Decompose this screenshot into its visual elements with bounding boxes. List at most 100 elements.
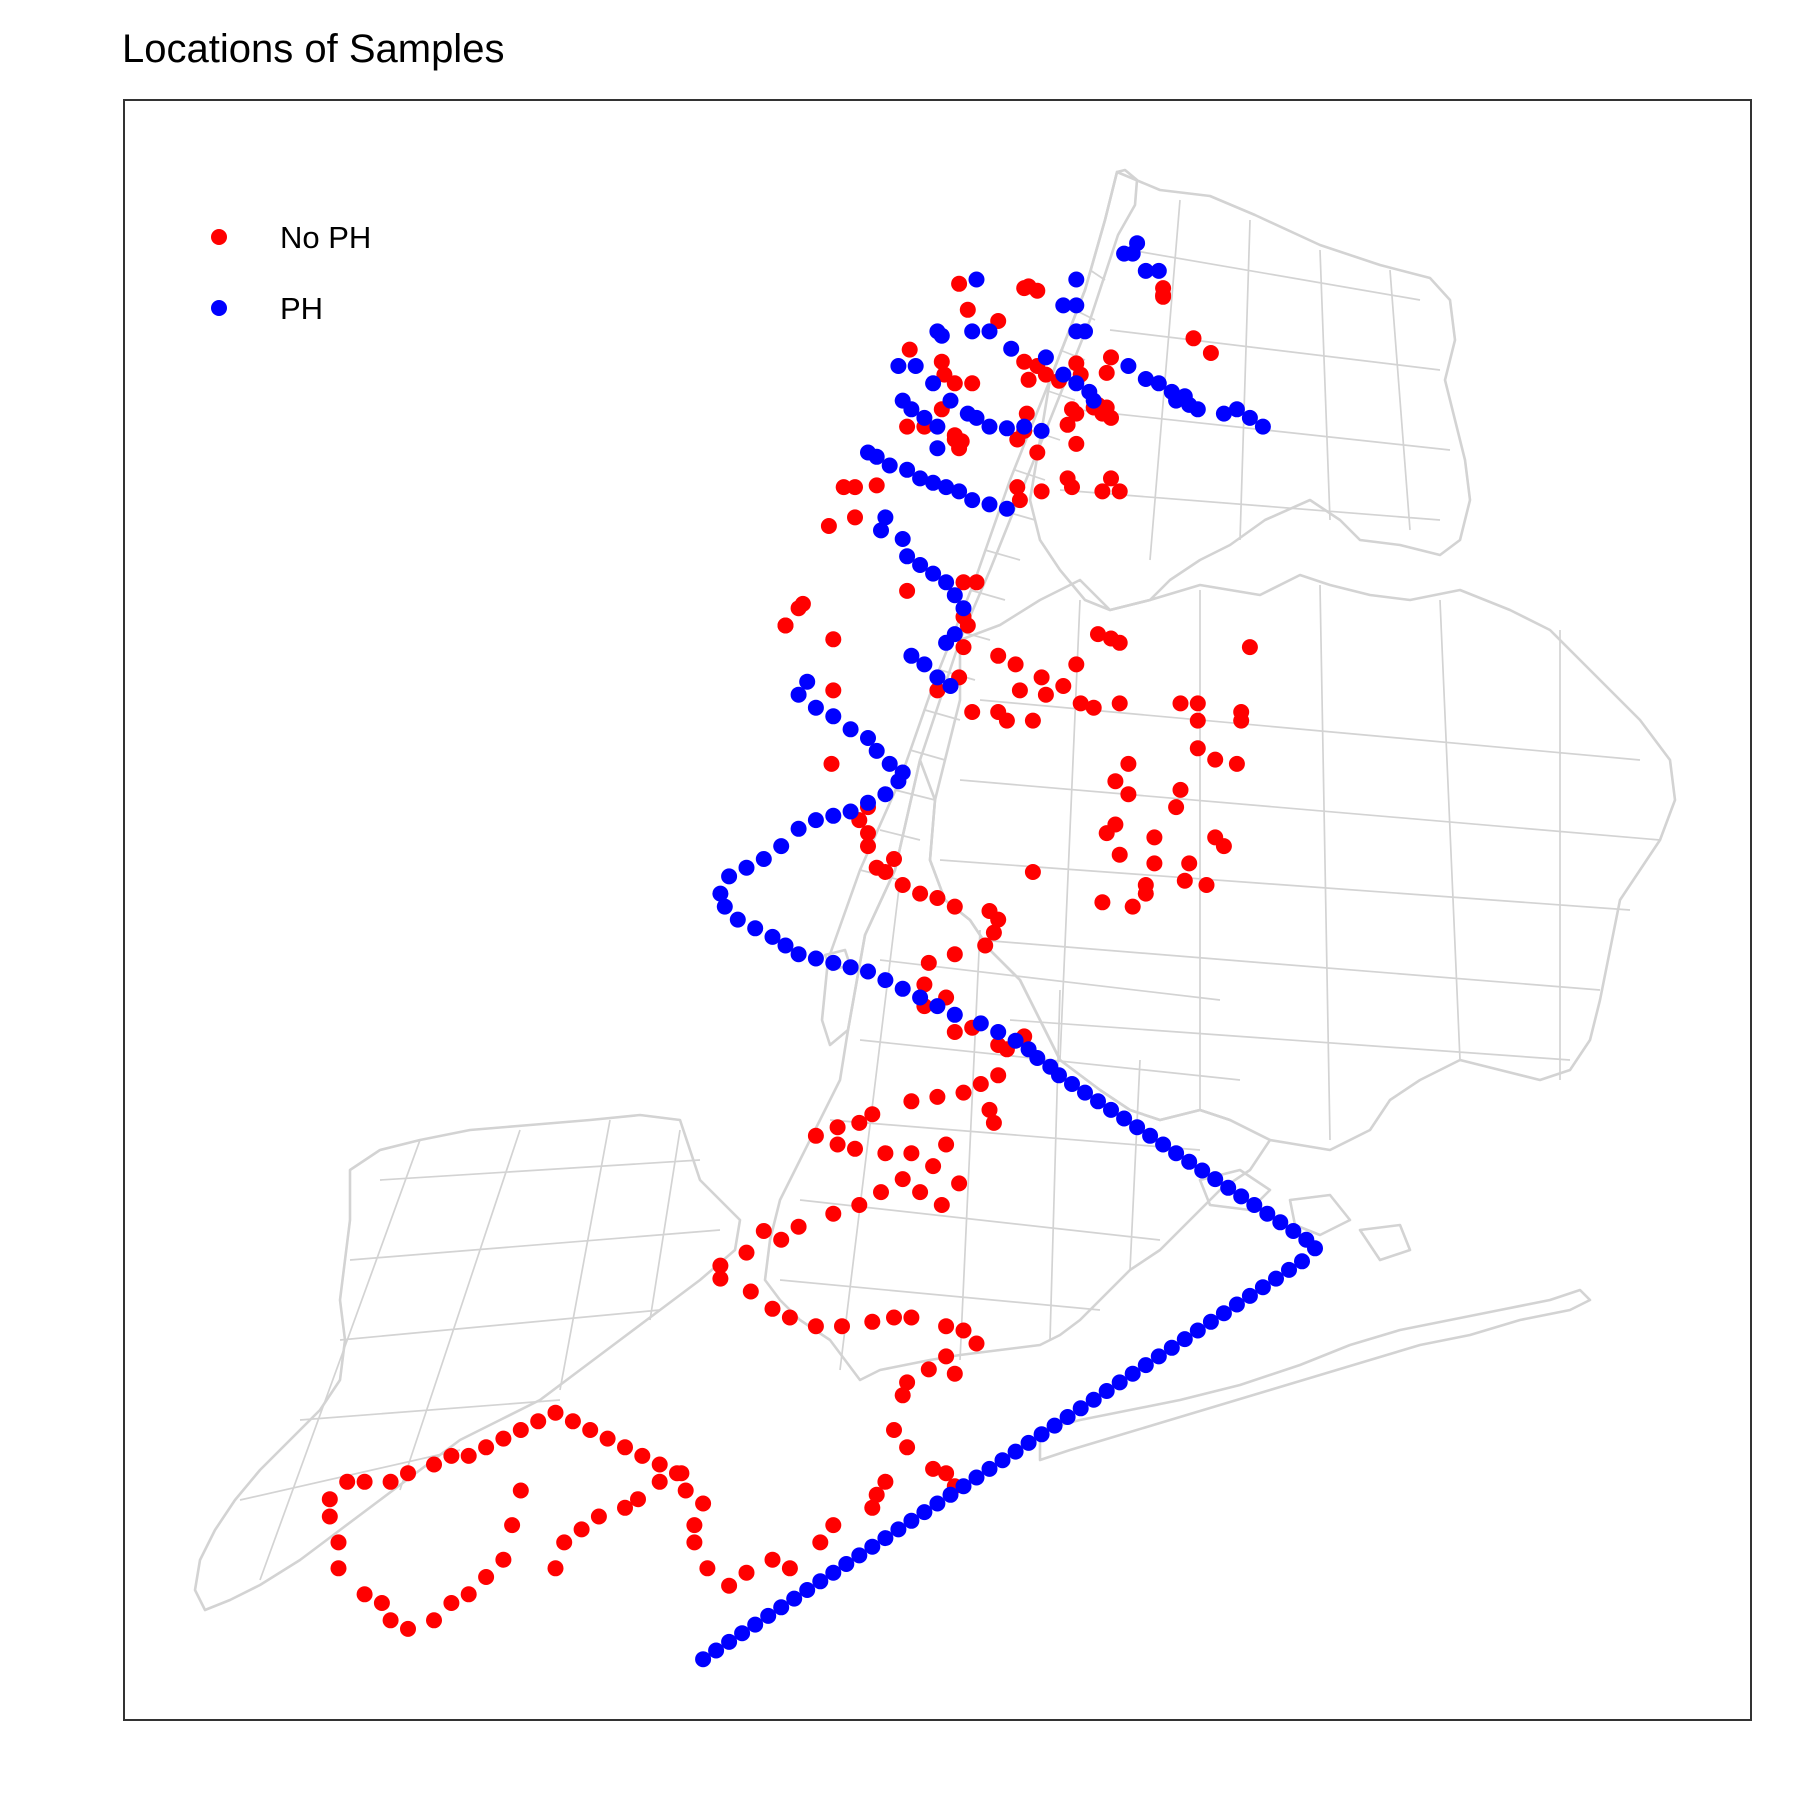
ph-point (1194, 1162, 1211, 1179)
no-ph-point (1198, 877, 1215, 893)
ph-point (981, 418, 998, 435)
no-ph-point (894, 877, 911, 893)
ph-point (1072, 1400, 1089, 1417)
ph-point (925, 565, 942, 582)
ph-point (1176, 1331, 1193, 1348)
no-ph-point (823, 755, 840, 772)
no-ph-point (1009, 431, 1026, 448)
no-ph-point (512, 1482, 529, 1499)
ph-point (1055, 297, 1072, 314)
ph-point (968, 1469, 985, 1486)
no-ph-point (1016, 280, 1033, 297)
ph-point (760, 1607, 777, 1624)
no-ph-point (899, 1439, 916, 1456)
no-ph-point (400, 1620, 416, 1637)
no-ph-point (1037, 366, 1054, 383)
ph-point (825, 954, 842, 971)
ph-point (1064, 1076, 1080, 1092)
ph-point (1068, 375, 1085, 392)
ph-point (929, 1495, 946, 1512)
ph-point (1137, 371, 1154, 387)
no-ph-point (443, 1595, 460, 1611)
no-ph-point (321, 1491, 338, 1508)
ph-point (790, 686, 807, 703)
ph-point (1077, 323, 1093, 340)
ph-point (764, 928, 781, 945)
no-ph-point (829, 1119, 846, 1136)
no-ph-point (938, 1465, 955, 1482)
ph-point (1120, 358, 1137, 374)
ph-point (981, 1460, 998, 1477)
no-ph-point (925, 1460, 942, 1477)
ph-point (868, 742, 885, 759)
ph-point (938, 479, 955, 496)
ph-point (1150, 262, 1167, 279)
ph-point (1307, 1240, 1323, 1257)
no-ph-point (868, 477, 885, 494)
ph-point (873, 522, 889, 539)
no-ph-series (321, 275, 1258, 1637)
no-ph-point (699, 1560, 716, 1577)
no-ph-point (807, 1127, 824, 1144)
ph-point (1155, 1136, 1172, 1153)
ph-point (1233, 1188, 1250, 1205)
ph-point (755, 851, 772, 867)
ph-point (1059, 1409, 1076, 1425)
ph-point (1111, 1374, 1128, 1391)
ph-point (894, 980, 911, 997)
no-ph-point (1228, 755, 1245, 772)
ph-point (1085, 1391, 1102, 1408)
ph-point (929, 669, 946, 686)
ph-point (1150, 1348, 1167, 1365)
ph-point (1215, 1305, 1232, 1322)
no-ph-point (959, 617, 976, 634)
ph-point (1103, 1101, 1119, 1118)
ph-point (1003, 340, 1020, 357)
no-ph-point (938, 1136, 955, 1153)
no-ph-point (860, 838, 876, 855)
no-ph-point (495, 1430, 512, 1447)
no-ph-point (1098, 364, 1115, 381)
ph-point (1016, 418, 1033, 435)
no-ph-point (955, 1084, 972, 1101)
no-ph-point (946, 375, 963, 392)
no-ph-point (382, 1473, 399, 1490)
ph-point (1246, 1197, 1263, 1213)
ph-point (938, 574, 955, 591)
rockaway-outline (1038, 1288, 1592, 1462)
bronx-outline (1028, 170, 1472, 612)
no-ph-point (790, 600, 807, 617)
ph-point (877, 972, 894, 989)
no-ph-point (556, 1534, 573, 1551)
no-ph-point (547, 1404, 564, 1421)
no-ph-point (1068, 405, 1085, 422)
plot-frame (123, 99, 1752, 1721)
queens-street-grid (939, 584, 1661, 1141)
no-ph-point (764, 1551, 781, 1568)
legend: No PH PH (211, 220, 371, 326)
no-ph-point (1103, 409, 1119, 426)
map-title: Locations of Samples (122, 27, 504, 71)
no-ph-point (877, 1473, 894, 1490)
ph-point (916, 409, 933, 426)
no-ph-point (847, 509, 863, 526)
no-ph-point (860, 825, 876, 842)
ph-point (851, 1547, 868, 1564)
no-ph-point (1137, 885, 1154, 902)
ph-point (1020, 1434, 1037, 1451)
ph-point (877, 786, 894, 803)
no-ph-point (877, 864, 894, 880)
ph-point (942, 678, 959, 694)
no-ph-point (1146, 855, 1163, 872)
no-ph-point (1168, 799, 1185, 816)
no-ph-point (1094, 894, 1111, 911)
ph-point (1272, 1214, 1289, 1231)
ph-point (1090, 1093, 1106, 1110)
ph-point (1129, 1119, 1146, 1136)
no-ph-point (582, 1422, 599, 1438)
ph-point (907, 358, 924, 374)
no-ph-point (742, 1283, 759, 1300)
no-ph-point (504, 1517, 521, 1534)
ph-point (877, 509, 894, 526)
ph-point (899, 461, 916, 478)
